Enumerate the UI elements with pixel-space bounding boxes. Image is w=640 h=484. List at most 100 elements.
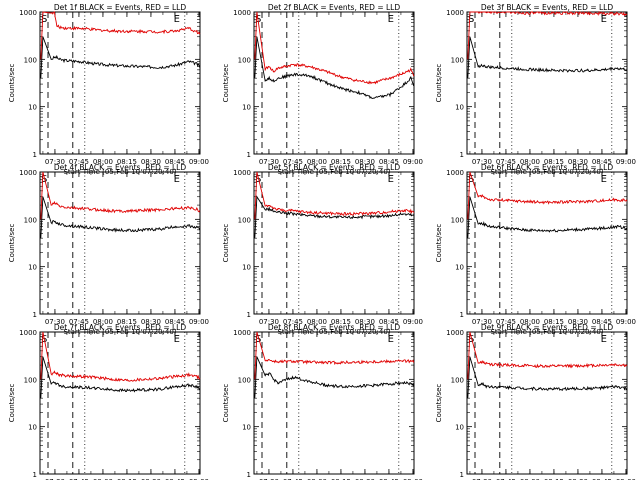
panel-det-5: Det 5f BLACK = Events, RED = LLD 1 10 100 10…	[222, 163, 423, 336]
x-tick-label: 07:45	[496, 158, 516, 166]
y-tick-label: 10	[455, 104, 464, 112]
events-point	[111, 389, 113, 391]
marker-label-e: E	[174, 174, 180, 185]
y-tick-label: 1000	[19, 9, 37, 17]
x-tick-label: 08:30	[568, 158, 588, 166]
events-point	[50, 222, 52, 224]
plot-frame	[466, 331, 628, 475]
events-point	[373, 384, 375, 386]
lld-point	[506, 11, 508, 13]
lld-series-line	[254, 11, 415, 85]
events-point	[538, 388, 540, 390]
events-point	[50, 383, 52, 385]
y-tick-label: 10	[455, 264, 464, 272]
lld-point	[522, 200, 524, 202]
events-point	[373, 216, 375, 217]
lld-point	[56, 25, 58, 27]
events-point	[267, 77, 269, 79]
lld-point	[506, 364, 508, 366]
events-series-line	[254, 356, 415, 399]
lld-point	[270, 67, 272, 69]
lld-point	[196, 376, 198, 377]
marker-label-e: E	[388, 174, 394, 185]
lld-point	[325, 212, 327, 214]
events-point	[56, 56, 58, 58]
lld-point	[95, 376, 97, 378]
marker-label-s: S	[41, 14, 47, 25]
lld-point	[325, 71, 327, 73]
lld-point	[570, 12, 572, 14]
lld-point	[56, 372, 58, 374]
events-point	[267, 373, 269, 375]
y-axis-label: Counts/sec	[222, 64, 230, 103]
events-point	[58, 384, 60, 386]
lld-point	[175, 207, 177, 209]
y-tick-label: 100	[24, 56, 37, 64]
events-series-line	[40, 36, 201, 79]
x-tick-label: 08:15	[544, 158, 564, 166]
plot-frame	[39, 171, 201, 315]
lld-point	[277, 67, 279, 69]
marker-label-e: E	[601, 334, 607, 345]
events-point	[341, 88, 343, 90]
events-point	[538, 69, 540, 71]
lld-point	[615, 13, 617, 15]
lld-point	[341, 362, 343, 364]
lld-point	[309, 211, 311, 213]
lld-point	[341, 213, 343, 215]
lld-point	[554, 12, 556, 14]
lld-point	[264, 205, 266, 207]
events-point	[63, 59, 65, 61]
events-point	[485, 224, 487, 226]
x-tick-label: 09:00	[616, 318, 636, 326]
lld-point	[264, 69, 266, 71]
x-tick-label: 08:00	[307, 158, 327, 166]
events-point	[127, 230, 129, 231]
events-point	[357, 216, 359, 218]
events-point	[341, 386, 343, 388]
lld-series-line	[40, 171, 201, 220]
lld-point	[480, 195, 482, 197]
plot-frame	[466, 11, 628, 155]
events-point	[615, 67, 617, 69]
panel-title: Det 7f BLACK = Events, RED = LLD	[54, 323, 187, 332]
lld-point	[477, 362, 479, 364]
lld-point	[58, 26, 60, 28]
events-point	[79, 386, 81, 388]
y-tick-label: 10	[242, 424, 251, 432]
y-tick-label: 1000	[19, 329, 37, 337]
events-point	[477, 223, 479, 225]
events-series-line	[40, 356, 200, 399]
events-point	[586, 228, 588, 230]
y-tick-label: 1000	[233, 9, 251, 17]
lld-point	[199, 33, 201, 35]
lld-point	[602, 200, 604, 201]
lld-point	[538, 365, 540, 367]
lld-point	[554, 201, 556, 203]
lld-point	[188, 27, 190, 29]
lld-point	[293, 360, 295, 362]
lld-point	[175, 376, 177, 377]
lld-point	[480, 361, 482, 363]
events-point	[341, 216, 343, 218]
y-tick-label: 1	[33, 151, 37, 159]
panel-title: Det 4f BLACK = Events, RED = LLD	[54, 163, 187, 172]
x-tick-label: 07:45	[283, 318, 303, 326]
marker-label-e: E	[174, 334, 180, 345]
events-point	[357, 385, 359, 387]
lld-point	[623, 199, 625, 201]
events-series-line	[467, 196, 628, 239]
events-point	[586, 70, 588, 71]
events-point	[309, 75, 311, 77]
x-tick-label: 08:15	[544, 318, 564, 326]
events-series-line	[467, 356, 628, 399]
x-tick-label: 07:45	[283, 158, 303, 166]
lld-point	[199, 377, 201, 379]
y-tick-label: 1	[33, 471, 37, 479]
lld-point	[272, 71, 274, 73]
lld-point	[63, 206, 65, 208]
lld-point	[413, 75, 415, 77]
events-point	[626, 69, 628, 71]
events-point	[199, 66, 201, 68]
